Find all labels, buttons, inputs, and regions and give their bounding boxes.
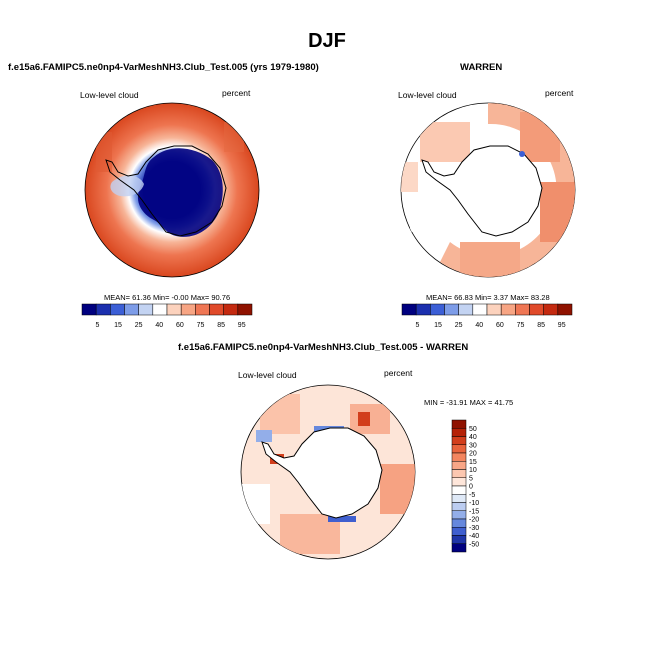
panel2-title: WARREN: [460, 62, 503, 73]
panel3-colorbar-swatch: [451, 452, 467, 462]
panel3-colorbar-tick-label: 5: [469, 475, 473, 482]
panel2-colorbar-tick-label: 25: [455, 322, 463, 329]
panel1-colorbar-swatch: [110, 303, 125, 316]
panel3-title: f.e15a6.FAMIPC5.ne0np4-VarMeshNH3.Club_T…: [178, 342, 469, 353]
panel3-colorbar-swatch: [451, 419, 467, 429]
panel1-polar-map: [84, 102, 260, 278]
panel3-colorbar-tick-label: 15: [469, 459, 477, 466]
panel3-colorbar-swatch: [451, 527, 467, 536]
panel2-units-label: percent: [545, 88, 574, 98]
panel3-colorbar-swatch: [451, 543, 467, 553]
panel1-colorbar-swatch: [124, 303, 139, 316]
panel1-units-label: percent: [222, 88, 251, 98]
panel3-colorbar-swatch: [451, 469, 467, 478]
panel2-colorbar-swatch: [486, 303, 502, 316]
panel1-colorbar-tick-label: 75: [197, 322, 205, 329]
panel1-title: f.e15a6.FAMIPC5.ne0np4-VarMeshNH3.Club_T…: [8, 62, 319, 73]
panel3-polar-map: [240, 384, 416, 560]
panel2-colorbar-swatch: [500, 303, 516, 316]
panel3-colorbar-swatch: [451, 518, 467, 528]
panel1-colorbar-tick-label: 85: [217, 322, 225, 329]
panel2-stats: MEAN= 66.83 Min= 3.37 Max= 83.28: [426, 293, 550, 302]
panel1-colorbar-swatch: [180, 303, 196, 316]
panel1-colorbar-swatch: [138, 303, 154, 316]
panel3-colorbar-swatch: [451, 436, 467, 445]
panel2-colorbar-swatch: [515, 303, 530, 316]
panel1-colorbar-tick-label: 5: [96, 322, 100, 329]
panel3-stats: MIN = -31.91 MAX = 41.75: [424, 398, 514, 407]
panel3-colorbar-swatch: [451, 502, 467, 511]
panel3-colorbar-tick-label: 40: [469, 434, 477, 441]
panel1-colorbar-swatch: [95, 303, 111, 316]
panel1-colorbar-tick-label: 15: [114, 322, 122, 329]
panel1-colorbar-tick-label: 40: [155, 322, 163, 329]
panel1-colorbar: 5 15 25 40 60 75 85 95: [81, 303, 253, 329]
panel3-colorbar-swatch: [451, 428, 467, 437]
panel3-antarctica-outline: [261, 427, 383, 519]
panel3-colorbar-tick-label: 10: [469, 467, 477, 474]
panel1-antarctica-outline: [105, 145, 227, 237]
panel2-colorbar-swatch: [529, 303, 544, 316]
panel3-colorbar-swatch: [451, 477, 467, 487]
panel3-colorbar-tick-label: 0: [469, 484, 473, 491]
panel1-colorbar-swatch: [223, 303, 239, 316]
panel3-colorbar-tick-label: -40: [469, 533, 479, 540]
panel3-colorbar-tick-label: -10: [469, 500, 479, 507]
panel2-colorbar-tick-label: 95: [558, 322, 566, 329]
panel2-colorbar-tick-label: 40: [475, 322, 483, 329]
panel1-variable-label: Low-level cloud: [80, 90, 139, 100]
panel1-colorbar-tick-label: 25: [135, 322, 143, 329]
panel2-antarctica-outline: [421, 145, 543, 237]
panel3-colorbar-tick-label: -5: [469, 492, 475, 499]
panel3-colorbar-tick-label: 30: [469, 442, 477, 449]
panel2-colorbar-swatch: [415, 303, 431, 316]
panel1-colorbar-swatch: [152, 303, 168, 316]
panel2-colorbar-swatch: [472, 303, 488, 316]
panel2-colorbar-swatch: [444, 303, 459, 316]
panel2-variable-label: Low-level cloud: [398, 90, 457, 100]
panel2-colorbar-tick-label: 75: [517, 322, 525, 329]
panel3-colorbar-swatch: [451, 535, 467, 544]
panel2-colorbar-tick-label: 60: [496, 322, 504, 329]
panel1-colorbar-tick-label: 95: [238, 322, 246, 329]
panel2-colorbar-tick-label: 15: [434, 322, 442, 329]
panel3-colorbar-swatch: [451, 510, 467, 520]
panel2-colorbar-swatch: [543, 303, 559, 316]
panel1-stats: MEAN= 61.36 Min= -0.00 Max= 90.76: [104, 293, 231, 302]
panel3-colorbar-swatch: [451, 461, 467, 470]
panel1-colorbar-tick-label: 60: [176, 322, 184, 329]
panel3-colorbar-tick-label: -30: [469, 525, 479, 532]
panel3-colorbar-tick-label: 20: [469, 451, 477, 458]
panel1-colorbar-swatch: [209, 303, 224, 316]
panel3-colorbar-swatch: [451, 494, 467, 503]
panel3-colorbar-swatch: [451, 444, 467, 454]
panel1-colorbar-swatch: [166, 303, 182, 316]
panel3-variable-label: Low-level cloud: [238, 370, 297, 380]
panel2-colorbar-swatch: [458, 303, 474, 316]
panel2-colorbar-swatch: [557, 303, 573, 316]
panel1-colorbar-swatch: [81, 303, 97, 316]
panel1-colorbar-swatch: [195, 303, 210, 316]
panel2-colorbar-tick-label: 85: [537, 322, 545, 329]
panel2-colorbar-tick-label: 5: [416, 322, 420, 329]
panel3-colorbar-tick-label: -20: [469, 517, 479, 524]
panel3-colorbar-tick-label: -50: [469, 541, 479, 548]
page-title: DJF: [308, 30, 346, 52]
panel3-colorbar-tick-label: -15: [469, 508, 479, 515]
panel3-colorbar-tick-label: 50: [469, 426, 477, 433]
panel1-colorbar-swatch: [237, 303, 253, 316]
panel2-colorbar: 5 15 25 40 60 75 85 95: [401, 303, 573, 329]
panel2-colorbar-swatch: [401, 303, 417, 316]
panel3-colorbar-swatch: [451, 485, 467, 495]
panel2-polar-map: [400, 102, 576, 278]
panel3-units-label: percent: [384, 368, 413, 378]
panel2-colorbar-swatch: [430, 303, 445, 316]
